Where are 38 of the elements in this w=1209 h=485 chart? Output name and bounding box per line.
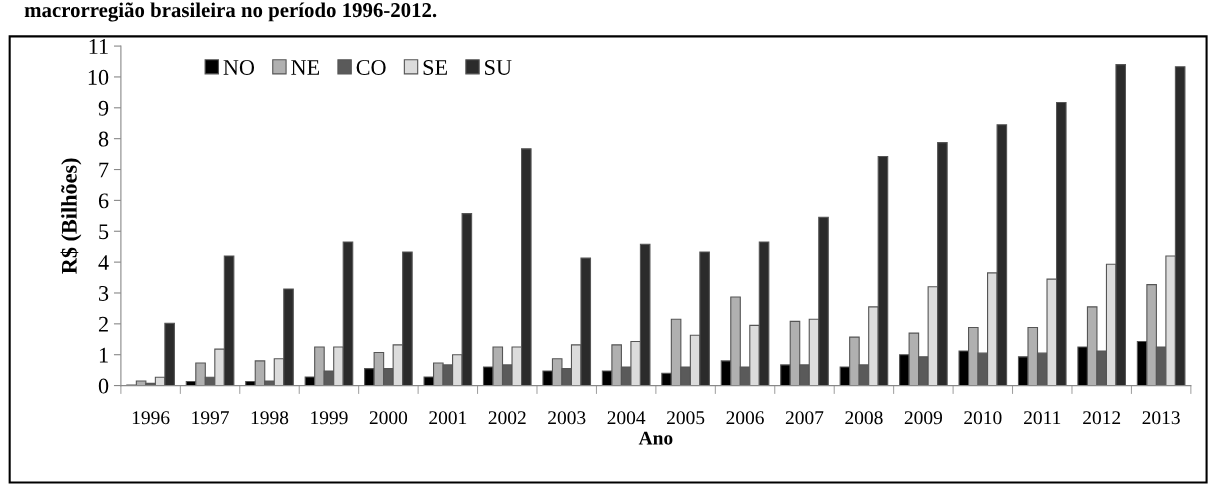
y-tick-label: 0: [98, 378, 109, 394]
y-tick-label: 4: [98, 255, 109, 270]
y-tick-label: 6: [98, 193, 109, 209]
y-tick-label: 5: [99, 224, 109, 240]
y-tick-label: 8: [98, 131, 109, 147]
x-tick-label: 2004: [607, 411, 646, 425]
y-tick-label: 3: [99, 285, 109, 301]
legend-label: SU: [485, 59, 512, 75]
x-tick-label: 2011: [1024, 411, 1061, 425]
legend-label: SE: [423, 59, 447, 75]
x-tick-label: 2001: [429, 411, 467, 425]
y-tick-label: 1: [99, 347, 108, 363]
x-tick-label: 2007: [785, 411, 824, 425]
x-tick-label: 2002: [488, 411, 526, 425]
x-tick-label: 2012: [1083, 411, 1121, 425]
x-tick-label: 2006: [726, 411, 764, 425]
x-tick-label: 1999: [311, 411, 348, 425]
x-tick-label: 1996: [132, 411, 170, 425]
y-tick-label: 2: [98, 316, 108, 332]
x-tick-label: 2000: [369, 411, 408, 425]
y-tick-label: 7: [99, 162, 109, 178]
legend-label: CO: [356, 59, 386, 75]
y-tick-label: 10: [88, 69, 109, 85]
x-tick-label: 2009: [904, 411, 943, 425]
x-tick-label: 2003: [548, 411, 586, 425]
x-axis-title: Ano: [638, 431, 673, 445]
x-tick-label: 2008: [845, 411, 883, 425]
x-tick-label: 2010: [964, 411, 1002, 425]
legend-label: NO: [223, 59, 255, 75]
x-tick-label: 1997: [192, 411, 229, 425]
y-axis-title: R$ (Bilhões): [60, 158, 82, 274]
chart-title: macrorregião brasileira no período 1996-2012.: [24, 2, 437, 22]
x-tick-label: 2005: [667, 411, 705, 425]
legend-label: NE: [291, 60, 320, 75]
x-tick-label: 1998: [251, 411, 289, 425]
y-tick-label: 9: [98, 100, 109, 116]
x-tick-label: 2013: [1142, 411, 1180, 425]
y-tick-label: 11: [89, 39, 108, 54]
